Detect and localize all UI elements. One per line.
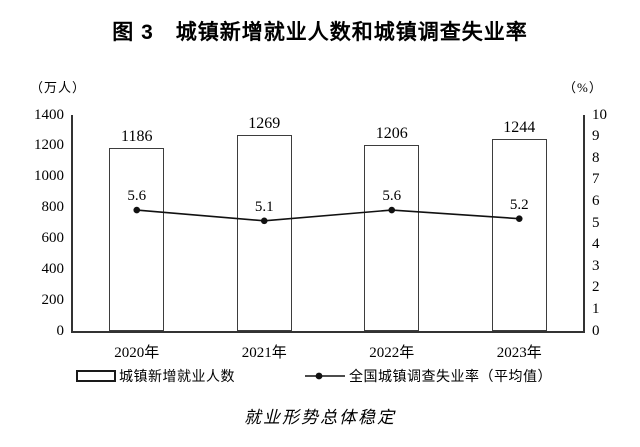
xlabel-2023年: 2023年 [496,345,542,361]
bar-value-2021年: 1269 [248,115,281,133]
left-tick-400: 400 [41,260,65,277]
bar-value-2020年: 1186 [121,128,153,146]
right-axis-line [583,115,585,333]
left-tick-1000: 1000 [34,168,64,185]
right-tick-3: 3 [592,257,600,274]
right-tick-10: 10 [592,106,607,123]
right-tick-5: 5 [592,214,600,231]
line-value-2023年: 5.2 [509,196,529,213]
line-legend-swatch [305,372,345,380]
right-tick-9: 9 [592,128,600,145]
left-tick-600: 600 [41,229,65,246]
line-value-2020年: 5.6 [127,188,147,205]
left-axis-line [71,115,73,333]
bottom-axis-line [71,331,585,333]
legend-item-line: 全国城镇调查失业率（平均值） [305,367,552,385]
legend-item-bar: 城镇新增就业人数 [76,367,235,385]
bar-2023年 [491,139,547,331]
bar-value-2022年: 1206 [375,124,408,142]
left-tick-200: 200 [41,291,65,308]
left-tick-1400: 1400 [34,106,64,123]
right-tick-1: 1 [592,300,600,317]
left-tick-800: 800 [41,199,65,216]
left-tick-1200: 1200 [34,137,64,154]
bar-2020年 [109,148,165,331]
left-tick-0: 0 [56,322,65,339]
right-tick-4: 4 [592,236,600,253]
right-tick-0: 0 [592,322,600,339]
bar-value-2023年: 1244 [503,119,536,137]
bar-legend-swatch [76,370,116,382]
xlabel-2021年: 2021年 [241,345,287,361]
right-tick-7: 7 [592,171,600,188]
right-axis-unit: （%） [563,80,603,95]
right-tick-6: 6 [592,192,600,209]
right-tick-8: 8 [592,149,600,166]
chart-title: 图 3 城镇新增就业人数和城镇调查失业率 [112,21,528,44]
bar-legend-label: 城镇新增就业人数 [119,370,235,385]
line-value-2022年: 5.6 [382,188,402,205]
line-value-2021年: 5.1 [254,198,274,215]
xlabel-2020年: 2020年 [114,345,160,361]
bar-2021年 [236,135,292,331]
left-axis-unit: （万人） [30,80,87,95]
right-tick-2: 2 [592,279,600,296]
figure-caption: 就业形势总体稳定 [244,408,396,427]
line-legend-label: 全国城镇调查失业率（平均值） [349,370,552,385]
bar-2022年 [364,144,420,331]
xlabel-2022年: 2022年 [369,345,415,361]
